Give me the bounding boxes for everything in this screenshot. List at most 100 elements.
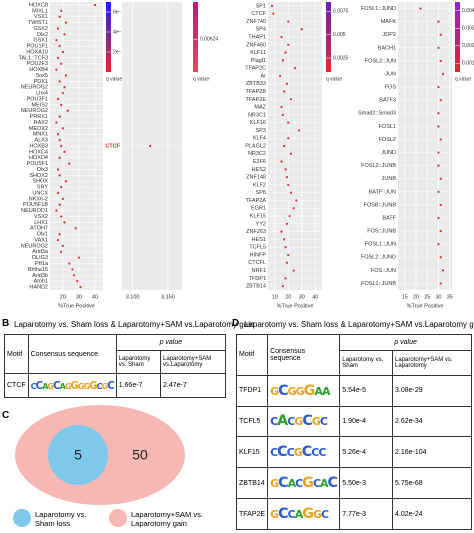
x-tick-label: 20 xyxy=(285,294,291,300)
dot xyxy=(77,256,81,259)
y-tick-label: Plagl1 xyxy=(251,58,266,64)
header: Laparotomy vs. Sham xyxy=(339,350,394,376)
y-tick-label: FOS::JUN xyxy=(371,268,396,274)
dot xyxy=(439,229,442,233)
y-tick-label: Ptf1a xyxy=(35,261,49,267)
dot xyxy=(437,125,440,128)
y-tick-label: TFAP2A xyxy=(246,198,267,204)
cell: 7.77e-3 xyxy=(339,498,394,530)
header: Laparotomy+SAM vs. Laparotomy xyxy=(392,350,472,376)
dot xyxy=(441,269,445,272)
dot xyxy=(279,74,282,78)
cell: 1.66e-7 xyxy=(115,373,162,398)
y-tick-label: FOSL2::JUN xyxy=(365,58,396,64)
y-tick-label: SHOX2 xyxy=(29,173,48,179)
y-tick-label: HOXA10 xyxy=(26,49,48,55)
legend-label: Laparotomy vs. Sham loss xyxy=(35,510,87,528)
y-tick-label: SP4 xyxy=(256,27,266,33)
y-tick-label: ZNF148 xyxy=(246,175,266,181)
y-tick-label: TFAP2E xyxy=(246,97,267,103)
plot-panel xyxy=(398,2,452,290)
dot xyxy=(61,197,64,200)
dot xyxy=(284,51,287,54)
dot xyxy=(55,121,58,124)
cell: KLF15 xyxy=(235,436,269,469)
cell: CTCF xyxy=(4,373,29,398)
y-tick-label: NEUROG2 xyxy=(21,85,48,91)
y-tick-label: THAP1 xyxy=(248,34,266,40)
y-tick-label: Smad2::Smad3 xyxy=(358,111,396,117)
y-tick-label: MEOX2 xyxy=(29,126,48,132)
y-tick-label: FOSL2::JUND xyxy=(361,255,396,261)
x-axis-title: %True Positive xyxy=(277,303,314,309)
dot xyxy=(56,27,60,30)
x-tick-label: 35 xyxy=(447,294,453,300)
y-tick-label: FOS xyxy=(385,85,397,91)
dot xyxy=(292,207,295,210)
dot xyxy=(55,39,58,42)
x-tick-label: 30 xyxy=(76,294,82,300)
y-tick-label: TWIST1 xyxy=(28,20,48,26)
x-tick-label: 40 xyxy=(312,294,318,300)
y-tick-label: Ar xyxy=(261,73,267,79)
dot xyxy=(437,85,440,89)
logo: CACGCGC xyxy=(267,405,341,438)
y-tick-label: ZNF263 xyxy=(246,229,266,235)
y-tick-label: SHOX xyxy=(32,179,48,185)
x-tick-label: 10 xyxy=(272,294,278,300)
y-tick-label: TFAP2C xyxy=(245,66,266,72)
dot xyxy=(280,230,283,233)
dot xyxy=(66,109,69,112)
colorbar-tick-label: 0.005 xyxy=(333,32,346,38)
dot xyxy=(64,21,68,24)
y-tick-label: FOSB::JUNB xyxy=(364,202,397,208)
y-tick-label: NKX6-2 xyxy=(29,196,48,202)
y-tick-label: Dlx2 xyxy=(37,32,48,38)
logo: CCAGCAGGGGGCGC xyxy=(27,373,117,398)
dot xyxy=(58,80,61,83)
y-tick-label: FOSL1 xyxy=(379,124,396,130)
dot xyxy=(439,33,442,36)
colorbar-title: q value xyxy=(455,76,471,82)
y-tick-label: TAL1::TCF3 xyxy=(18,55,48,61)
cell: TCFL5 xyxy=(235,405,269,438)
y-tick-label: Arid3b xyxy=(32,273,48,279)
y-tick-label: BATF3 xyxy=(379,98,396,104)
y-tick-label: Sox5 xyxy=(35,73,48,79)
dot xyxy=(55,209,58,212)
y-tick-label: PDX1 xyxy=(34,79,48,85)
y-tick-label: FOSL2::JUNB xyxy=(361,163,396,169)
x-tick-label: 15 xyxy=(402,294,408,300)
y-tick-label: HOXB4 xyxy=(29,67,48,73)
dot xyxy=(93,3,97,7)
y-tick-label: ZNF740 xyxy=(246,19,266,25)
y-tick-label: NEUROG2 xyxy=(21,108,48,114)
y-tick-label: GSX2 xyxy=(33,26,48,32)
dot xyxy=(61,50,64,54)
y-tick-label: ATOH7 xyxy=(30,226,48,232)
dot xyxy=(68,262,71,265)
y-tick-label: SP3 xyxy=(256,128,266,134)
dot xyxy=(293,67,297,70)
dot xyxy=(287,137,290,140)
y-tick-label: TCFL5 xyxy=(249,245,266,251)
dot xyxy=(284,246,287,249)
y-tick-label: NEUROD1 xyxy=(21,208,48,214)
y-tick-label: EGR1 xyxy=(251,206,266,212)
y-tick-label: Atoh1 xyxy=(34,279,48,285)
y-tick-label: NEUROG2 xyxy=(21,243,48,249)
y-tick-label: HINFP xyxy=(250,252,267,258)
dot xyxy=(437,112,440,115)
colorbar-tick-label: 0.0025 xyxy=(333,55,349,61)
y-tick-label: POU5F1 xyxy=(27,161,48,167)
y-tick-label: SP8 xyxy=(256,190,266,196)
dot xyxy=(60,9,63,12)
y-tick-label: Dlx1 xyxy=(37,232,48,238)
x-tick-label: 40 xyxy=(92,294,98,300)
colorbar xyxy=(193,2,198,72)
dot xyxy=(60,144,63,148)
colorbar-title: q value xyxy=(106,76,122,82)
x-tick-label: 20 xyxy=(60,294,66,300)
dot xyxy=(58,233,61,236)
